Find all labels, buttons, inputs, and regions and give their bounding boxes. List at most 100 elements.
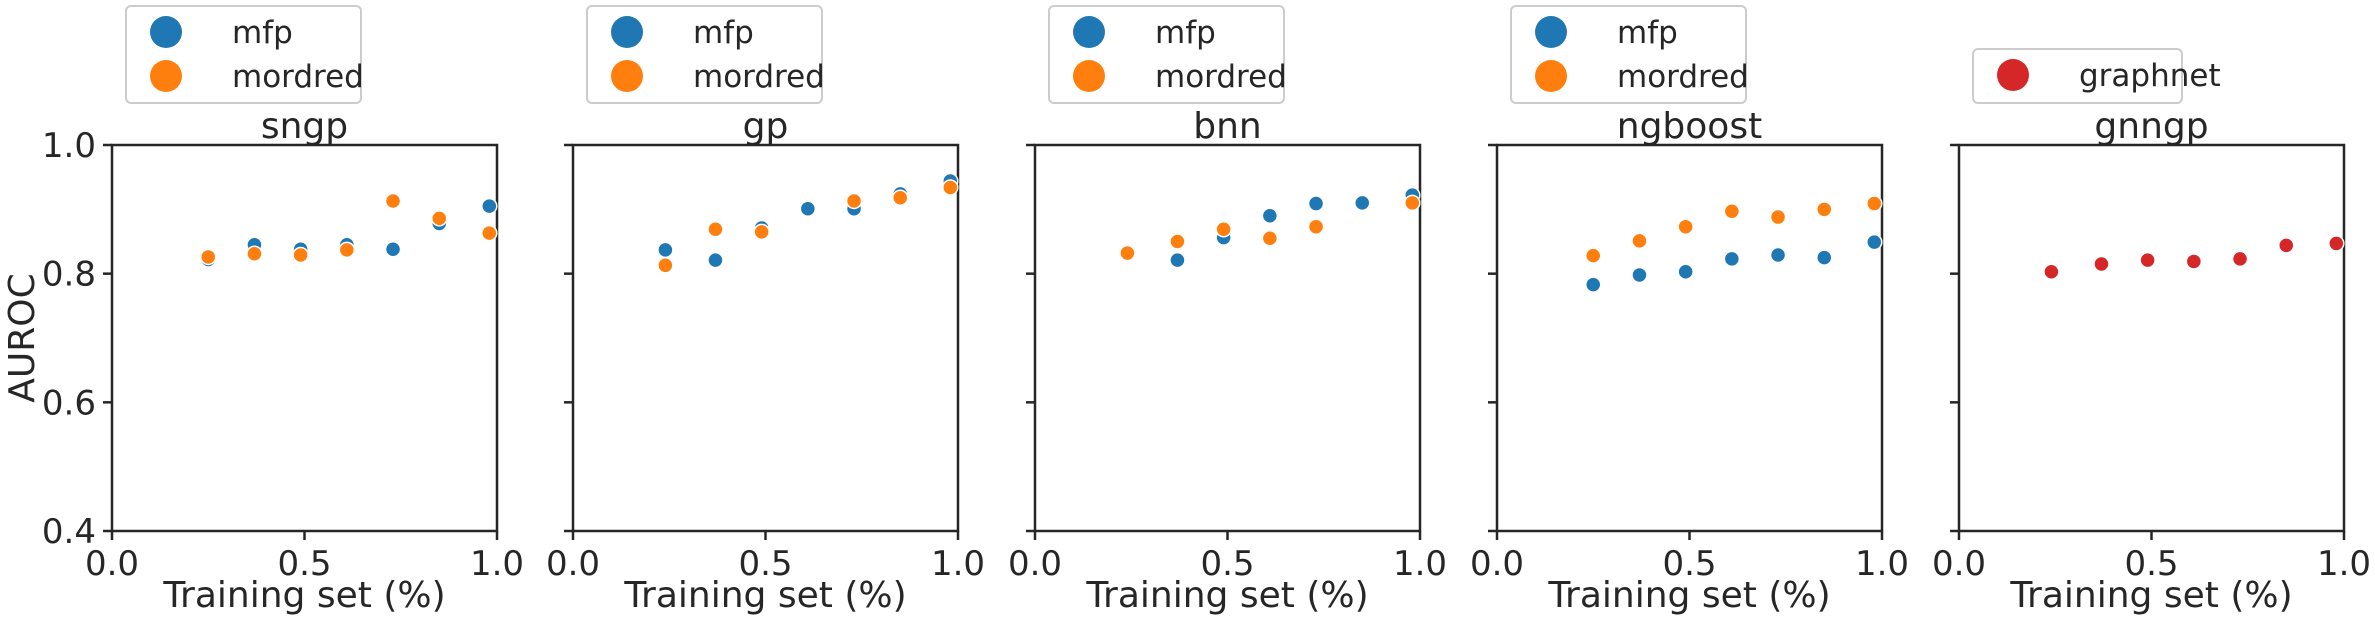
- panel-title: gnngp: [2094, 106, 2208, 147]
- x-tick-label: 1.0: [2317, 544, 2371, 584]
- data-point-graphnet: [2185, 253, 2203, 270]
- legend-marker-mordred: [1535, 60, 1567, 92]
- data-point-graphnet: [2231, 250, 2249, 268]
- data-point-mordred: [1585, 247, 1602, 264]
- x-axis-label: Training set (%): [1085, 575, 1368, 616]
- legend-marker-mfp: [150, 16, 182, 48]
- legend-marker-mfp: [1073, 16, 1105, 48]
- data-point-mordred: [707, 221, 724, 238]
- data-point-mordred: [1769, 208, 1787, 226]
- legend-box: [1510, 5, 1747, 104]
- legend-label: mfp: [693, 15, 754, 51]
- data-point-mfp: [481, 197, 498, 215]
- legend: mfp mordred: [125, 5, 364, 104]
- data-point-mordred: [1816, 201, 1833, 218]
- data-point-mordred: [892, 189, 909, 207]
- axes-frame: [1957, 143, 2346, 533]
- data-point-mordred: [1723, 203, 1741, 220]
- x-tick-label: 0.5: [2124, 544, 2178, 584]
- legend-label: mfp: [1617, 15, 1678, 51]
- data-point-mordred: [1261, 230, 1279, 247]
- legend-label: graphnet: [2079, 58, 2221, 94]
- data-point-mordred: [1169, 233, 1186, 250]
- data-point-mordred: [431, 210, 448, 227]
- x-axis-label: Training set (%): [162, 575, 445, 616]
- data-point-mfp: [657, 241, 674, 259]
- data-point-mfp: [799, 200, 817, 217]
- data-point-mordred: [1215, 221, 1232, 238]
- data-point-mordred: [657, 257, 674, 274]
- panel-sngp: 0.4 0.6 0.8 1.0 0.0 0.5 1.0 Training set (%) AUR…: [2, 5, 524, 616]
- panel-ngboost: 0.0 0.5 1.0 Training set (%) ngboost mfp mordr…: [1470, 5, 1909, 616]
- panel-title: ngboost: [1617, 106, 1762, 147]
- y-tick-label: 0.8: [42, 255, 96, 295]
- x-axis-label: Training set (%): [623, 575, 906, 616]
- y-tick-label: 1.0: [42, 126, 96, 166]
- data-point-mordred: [246, 245, 263, 262]
- data-point-graphnet: [2043, 263, 2060, 280]
- legend-marker-mfp: [1535, 16, 1567, 48]
- data-point-mfp: [1307, 195, 1325, 212]
- y-tick-label: 0.6: [42, 383, 96, 423]
- data-point-mordred: [1404, 194, 1421, 212]
- data-point-graphnet: [2139, 251, 2156, 269]
- data-point-graphnet: [2278, 237, 2295, 254]
- x-tick-label: 0.0: [85, 544, 139, 584]
- data-point-mordred: [1631, 232, 1648, 250]
- x-tick-label: 0.5: [1662, 544, 1716, 584]
- panel-title: sngp: [261, 106, 348, 147]
- data-point-mordred: [753, 223, 770, 241]
- data-point-mfp: [1169, 251, 1186, 269]
- x-tick-label: 0.5: [277, 544, 331, 584]
- data-point-mfp: [1354, 194, 1371, 212]
- data-point-mfp: [1677, 263, 1694, 280]
- legend: mfp mordred: [1048, 5, 1287, 104]
- legend-box: [1048, 5, 1285, 104]
- panel-gnngp: 0.0 0.5 1.0 Training set (%) gnngp graphnet: [1932, 48, 2371, 616]
- legend: mfp mordred: [586, 5, 825, 104]
- data-point-mfp: [384, 240, 402, 258]
- y-tick-label: 0.4: [42, 512, 96, 552]
- legend-marker-mordred: [150, 60, 182, 92]
- legend-label: mfp: [1155, 15, 1216, 51]
- data-point-mfp: [1261, 207, 1279, 225]
- data-point-mordred: [384, 192, 402, 210]
- legend-label: mordred: [232, 59, 364, 95]
- x-tick-label: 1.0: [470, 544, 524, 584]
- data-point-mordred: [338, 241, 356, 259]
- data-point-mfp: [1585, 276, 1602, 293]
- data-point-mordred: [200, 248, 217, 266]
- x-tick-label: 0.0: [1008, 544, 1062, 584]
- x-tick-label: 1.0: [1393, 544, 1447, 584]
- legend-box: [1972, 48, 2183, 104]
- data-point-mordred: [1677, 218, 1694, 235]
- x-tick-label: 0.0: [546, 544, 600, 584]
- data-point-mordred: [845, 192, 863, 210]
- panel-bnn: 0.0 0.5 1.0 Training set (%) bnn mfp mordred: [1008, 5, 1447, 616]
- legend: graphnet: [1972, 48, 2221, 104]
- legend-marker-mfp: [611, 16, 643, 48]
- x-tick-label: 0.0: [1470, 544, 1524, 584]
- data-point-graphnet: [2093, 255, 2110, 273]
- data-point-graphnet: [2328, 235, 2345, 252]
- legend: mfp mordred: [1510, 5, 1749, 104]
- data-point-mordred: [481, 224, 498, 242]
- x-tick-label: 0.5: [1200, 544, 1254, 584]
- data-point-mfp: [1769, 246, 1787, 264]
- legend-marker-graphnet: [1997, 59, 2029, 91]
- x-axis-label: Training set (%): [2009, 575, 2292, 616]
- data-point-mordred: [292, 246, 309, 264]
- x-axis-label: Training set (%): [1547, 575, 1830, 616]
- legend-marker-mordred: [611, 60, 643, 92]
- legend-label: mordred: [693, 59, 825, 95]
- data-point-mordred: [942, 179, 959, 196]
- data-point-mordred: [1307, 218, 1325, 235]
- legend-box: [125, 5, 362, 104]
- panel-gp: 0.0 0.5 1.0 Training set (%) gp mfp mordred: [546, 5, 985, 616]
- x-tick-label: 0.0: [1932, 544, 1986, 584]
- axes-frame: [110, 143, 499, 533]
- data-point-mfp: [1816, 249, 1833, 266]
- data-point-mfp: [1723, 250, 1741, 268]
- legend-box: [586, 5, 823, 104]
